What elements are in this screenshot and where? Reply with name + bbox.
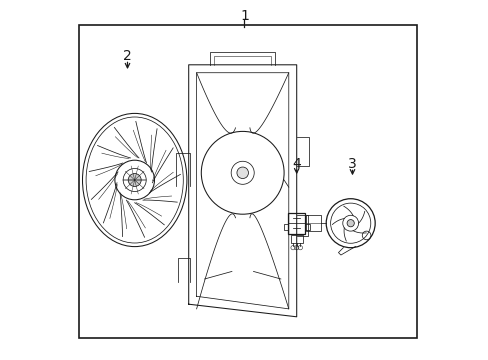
Text: 3: 3: [347, 157, 356, 171]
Text: 4: 4: [292, 157, 301, 171]
Bar: [287, 213, 305, 234]
Bar: [305, 225, 309, 230]
Circle shape: [237, 167, 248, 179]
Text: 1: 1: [240, 9, 248, 23]
Circle shape: [346, 220, 354, 227]
Circle shape: [128, 174, 141, 186]
Bar: [306, 215, 320, 231]
Text: 2: 2: [123, 49, 132, 63]
Bar: [79, 25, 416, 338]
Bar: [283, 225, 287, 230]
Bar: [290, 235, 302, 243]
